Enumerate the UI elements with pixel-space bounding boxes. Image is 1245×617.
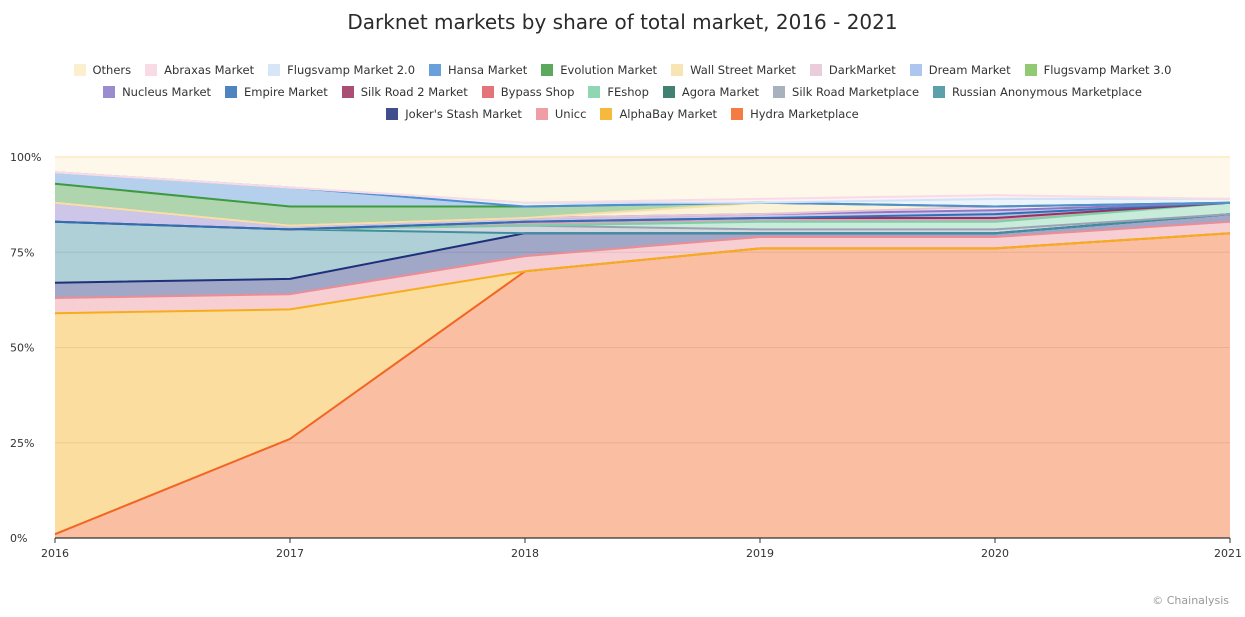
area-unicc <box>55 221 1230 314</box>
legend-label: Silk Road Marketplace <box>792 84 920 99</box>
legend-item-others: Others <box>73 61 132 78</box>
legend-swatch <box>1024 63 1037 76</box>
legend-swatch <box>386 107 399 120</box>
area-silk-road-marketplace <box>55 214 1230 234</box>
legend-item-hansa-market: Hansa Market <box>429 61 527 78</box>
legend-swatch <box>268 63 281 76</box>
legend-item-feshop: FEshop <box>588 83 649 100</box>
x-tick-label: 2019 <box>746 547 774 560</box>
legend-swatch <box>73 63 86 76</box>
legend-label: Empire Market <box>244 84 328 99</box>
legend-item-evolution-market: Evolution Market <box>541 61 657 78</box>
legend-item-darkmarket: DarkMarket <box>809 61 896 78</box>
x-tick-label: 2017 <box>276 547 304 560</box>
legend-swatch <box>909 63 922 76</box>
legend-item-alphabay-market: AlphaBay Market <box>600 105 717 122</box>
y-tick-label: 0% <box>10 532 27 545</box>
legend-swatch <box>481 85 494 98</box>
legend-label: Unicc <box>554 106 587 121</box>
legend-item-dream-market: Dream Market <box>909 61 1011 78</box>
legend-swatch <box>225 85 238 98</box>
legend-label: AlphaBay Market <box>619 106 718 121</box>
legend-item-joker-s-stash-market: Joker's Stash Market <box>386 105 522 122</box>
legend-label: Evolution Market <box>560 62 658 77</box>
legend-item-wall-street-market: Wall Street Market <box>671 61 796 78</box>
legend-swatch <box>145 63 158 76</box>
chart-legend: Others Abraxas Market Flugsvamp Market 2.0… <box>30 61 1215 122</box>
legend-item-flugsvamp-market-3-0: Flugsvamp Market 3.0 <box>1024 61 1172 78</box>
legend-swatch <box>103 85 116 98</box>
y-tick-label: 50% <box>10 342 34 355</box>
series-lines <box>54 156 1231 536</box>
legend-label: Flugsvamp Market 2.0 <box>287 62 416 77</box>
legend-item-bypass-shop: Bypass Shop <box>481 83 575 100</box>
legend-label: DarkMarket <box>828 62 896 77</box>
x-tick-label: 2021 <box>1214 547 1242 560</box>
legend-item-silk-road-marketplace: Silk Road Marketplace <box>773 83 919 100</box>
legend-label: Joker's Stash Market <box>405 106 522 121</box>
y-tick-label: 25% <box>10 437 34 450</box>
legend-item-agora-market: Agora Market <box>662 83 760 100</box>
legend-swatch <box>671 63 684 76</box>
line-alphabay-market <box>54 232 1231 315</box>
legend-label: Hansa Market <box>448 62 528 77</box>
chart-title: Darknet markets by share of total market… <box>347 10 898 34</box>
legend-item-flugsvamp-market-2-0: Flugsvamp Market 2.0 <box>268 61 415 78</box>
area-empire-market <box>55 202 1230 230</box>
legend-label: Russian Anonymous Marketplace <box>952 84 1142 99</box>
legend-label: Abraxas Market <box>164 62 255 77</box>
y-tick-label: 75% <box>10 246 34 259</box>
legend-swatch <box>809 63 822 76</box>
legend-swatch <box>535 107 548 120</box>
area-wall-street-market <box>55 202 1230 226</box>
legend-swatch <box>341 85 354 98</box>
legend-label: Nucleus Market <box>122 84 212 99</box>
area-joker-s-stash-market <box>55 214 1230 298</box>
legend-label: Hydra Marketplace <box>750 106 859 121</box>
legend-item-nucleus-market: Nucleus Market <box>103 83 211 100</box>
x-tick-label: 2020 <box>981 547 1009 560</box>
legend-swatch <box>662 85 675 98</box>
legend-label: Agora Market <box>681 84 760 99</box>
area-hansa-market <box>55 172 1230 207</box>
legend-label: FEshop <box>607 84 649 99</box>
legend-label: Flugsvamp Market 3.0 <box>1043 62 1172 77</box>
line-empire-market <box>54 201 1231 231</box>
legend-swatch <box>600 107 613 120</box>
legend-swatch <box>588 85 601 98</box>
legend-swatch <box>933 85 946 98</box>
legend-label: Silk Road 2 Market <box>360 84 468 99</box>
legend-item-abraxas-market: Abraxas Market <box>145 61 254 78</box>
area-alphabay-market <box>55 233 1230 535</box>
legend-swatch <box>731 107 744 120</box>
legend-item-silk-road-2-market: Silk Road 2 Market <box>341 83 468 100</box>
legend-swatch <box>429 63 442 76</box>
area-hydra-marketplace <box>55 233 1230 538</box>
legend-item-empire-market: Empire Market <box>225 83 328 100</box>
legend-label: Bypass Shop <box>500 84 575 99</box>
legend-label: Others <box>92 62 132 77</box>
x-tick-label: 2016 <box>41 547 69 560</box>
legend-item-unicc: Unicc <box>535 105 587 122</box>
area-flugsvamp-market-2-0 <box>55 172 1230 207</box>
x-tick-label: 2018 <box>511 547 539 560</box>
line-unicc <box>54 220 1231 299</box>
legend-item-hydra-marketplace: Hydra Marketplace <box>731 105 859 122</box>
area-layers <box>55 157 1230 538</box>
legend-label: Wall Street Market <box>690 62 796 77</box>
chart-credit: © Chainalysis <box>1152 594 1229 607</box>
legend-item-russian-anonymous-marketplace: Russian Anonymous Marketplace <box>933 83 1142 100</box>
line-abraxas-market <box>54 171 1231 204</box>
y-tick-label: 100% <box>10 151 41 164</box>
legend-label: Dream Market <box>928 62 1011 77</box>
legend-swatch <box>541 63 554 76</box>
legend-swatch <box>773 85 786 98</box>
